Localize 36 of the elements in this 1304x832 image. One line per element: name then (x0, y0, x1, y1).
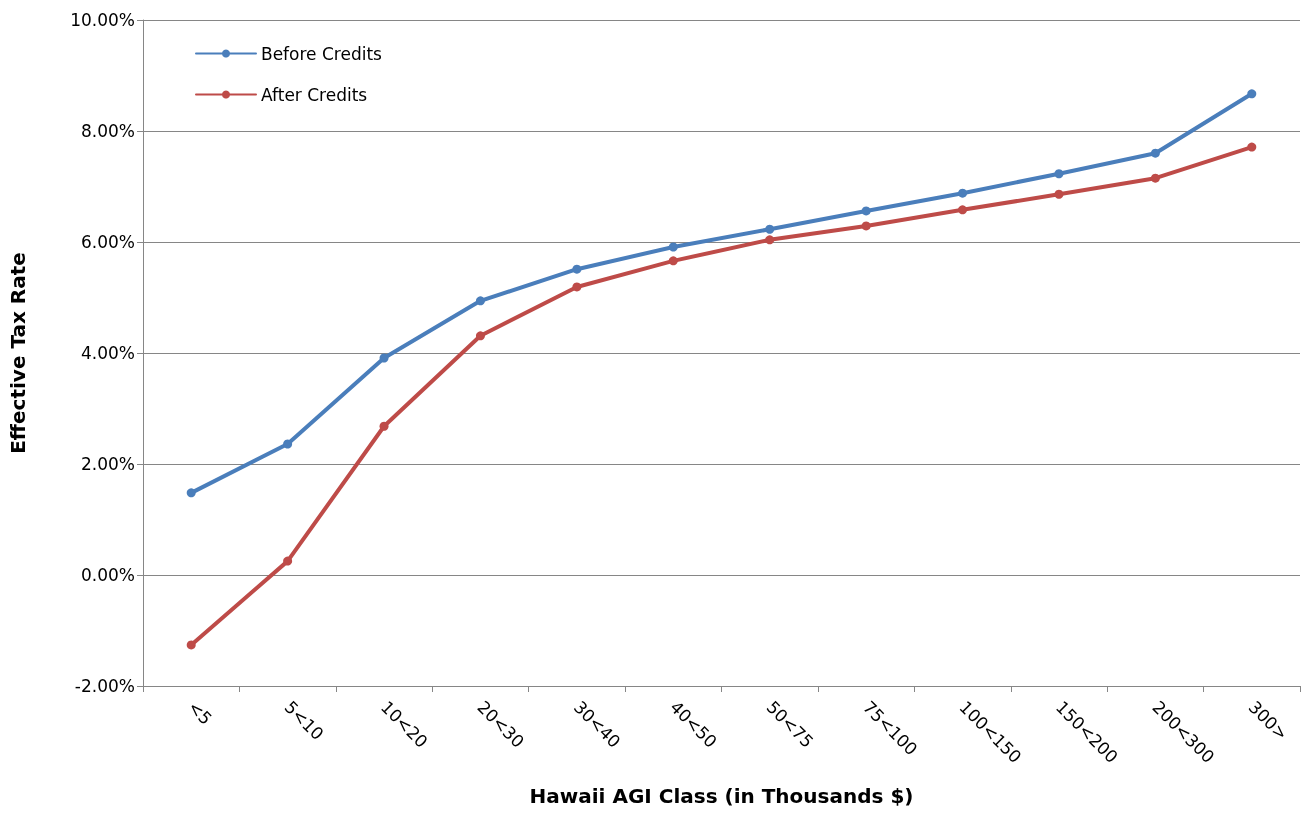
point (765, 235, 775, 245)
y-tick-label: -2.00% (74, 676, 135, 696)
point (958, 205, 968, 215)
point (475, 296, 485, 306)
point (861, 206, 871, 216)
y-tick-label: 4.00% (80, 343, 135, 363)
point (765, 224, 775, 234)
point (283, 439, 293, 449)
point (1150, 148, 1160, 158)
x-tick-label: <5 (184, 696, 216, 729)
x-axis-title: Hawaii AGI Class (in Thousands $) (529, 784, 914, 808)
point (668, 242, 678, 252)
point (1054, 169, 1064, 179)
y-tick-label: 10.00% (70, 10, 135, 30)
point (572, 282, 582, 292)
y-tick-label: 2.00% (80, 454, 135, 474)
point (379, 353, 389, 363)
point (1054, 189, 1064, 199)
legend-label: Before Credits (261, 43, 383, 64)
point (668, 256, 678, 266)
legend-label: After Credits (261, 84, 368, 105)
point (1247, 142, 1257, 152)
y-tick-label: 0.00% (80, 565, 135, 585)
point (186, 488, 196, 498)
point (572, 264, 582, 274)
point (861, 221, 871, 231)
y-axis-title: Effective Tax Rate (6, 252, 30, 454)
point (283, 556, 293, 566)
point (1247, 89, 1257, 99)
point (379, 421, 389, 431)
point (958, 188, 968, 198)
point (1150, 173, 1160, 183)
point (186, 640, 196, 650)
y-tick-label: 8.00% (80, 121, 135, 141)
point (475, 331, 485, 341)
y-tick-label: 6.00% (80, 232, 135, 252)
